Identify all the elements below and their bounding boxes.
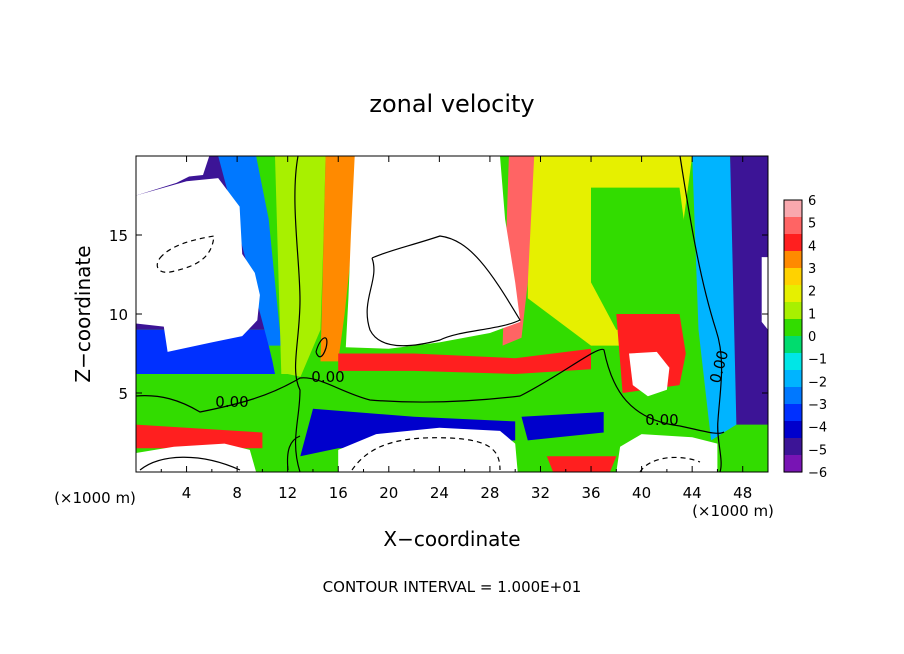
contour-center-loop <box>366 235 521 347</box>
contour-label-0: 0.00 <box>215 393 248 411</box>
colorbar-swatch-10 <box>784 370 802 388</box>
colorbar-swatch-1 <box>784 217 802 235</box>
contour-dashed-bottom-center <box>351 437 501 471</box>
colorbar-swatch-6 <box>784 302 802 320</box>
colorbar <box>783 199 803 473</box>
x-tick-label-11: 48 <box>733 484 752 502</box>
colorbar-label-6: 0 <box>808 330 816 345</box>
contour-layer: 0.000.000.000.00 <box>136 156 732 472</box>
colorbar-label-0: 6 <box>808 194 816 209</box>
contour-small-loop <box>315 337 328 358</box>
colorbar-frame <box>783 199 803 473</box>
plot-area: 0.000.000.000.00 <box>136 156 768 472</box>
colorbar-swatch-7 <box>784 319 802 337</box>
y-tick-label-2: 15 <box>109 227 128 245</box>
region-far-right-blue <box>730 156 768 425</box>
blank-bottom-right-gap <box>616 434 718 472</box>
y-tick-label-1: 10 <box>109 306 128 324</box>
contour-bottom-left-2 <box>286 435 301 471</box>
colorbar-swatch-4 <box>784 268 802 286</box>
blank-layer <box>136 156 768 472</box>
colorbar-swatch-11 <box>784 387 802 405</box>
region-mid-band <box>275 156 326 378</box>
blank-far-right-gap <box>761 257 768 330</box>
contour-bottom-left <box>139 456 241 471</box>
colorbar-labels: 6 5 4 3 2 1 0 −1 −2 −3 −4 −5 −6 <box>808 194 827 481</box>
region-bottom-right-red <box>546 456 617 472</box>
contour-zero-left <box>294 156 301 472</box>
x-tick-label-10: 44 <box>683 484 702 502</box>
x-ticks: 4 8 12 16 20 24 28 32 36 40 44 48 <box>160 156 752 502</box>
colorbar-label-10: −4 <box>808 421 827 436</box>
x-tick-label-3: 16 <box>329 484 348 502</box>
region-far-right-cyan <box>692 156 737 441</box>
region-right-green <box>591 187 693 330</box>
colorbar-swatch-12 <box>784 404 802 422</box>
x-unit-left: (×1000 m) <box>54 489 136 507</box>
colorbar-swatch-3 <box>784 251 802 269</box>
chart-title: zonal velocity <box>369 90 534 118</box>
colorbar-swatch-0 <box>784 200 802 218</box>
colorbar-swatch-8 <box>784 336 802 354</box>
x-unit-right: (×1000 m) <box>692 502 774 520</box>
colorbar-label-8: −2 <box>808 375 827 390</box>
colorbar-label-11: −5 <box>808 443 827 458</box>
region-orange-column <box>320 156 358 362</box>
x-tick-label-6: 28 <box>480 484 499 502</box>
x-tick-label-2: 12 <box>278 484 297 502</box>
colorbar-label-4: 2 <box>808 285 816 300</box>
region-left-band <box>136 374 339 409</box>
x-tick-label-1: 8 <box>232 484 242 502</box>
colorbar-label-3: 3 <box>808 262 816 277</box>
colorbar-swatch-15 <box>784 455 802 473</box>
contour-interval-footer: CONTOUR INTERVAL = 1.000E+01 <box>323 578 582 596</box>
y-ticks: 5 10 15 <box>109 227 768 403</box>
y-tick-label-0: 5 <box>118 385 128 403</box>
x-tick-label-7: 32 <box>531 484 550 502</box>
contour-label-1: 0.00 <box>311 368 344 386</box>
x-tick-label-4: 20 <box>379 484 398 502</box>
blank-left-gap <box>136 178 260 352</box>
colorbar-label-5: 1 <box>808 307 816 322</box>
contour-dashed-bottom-right <box>639 456 701 472</box>
region-left-bottom-red <box>136 424 263 449</box>
x-tick-label-9: 40 <box>632 484 651 502</box>
x-tick-label-8: 36 <box>581 484 600 502</box>
contour-dashed-upper-left <box>156 235 215 273</box>
blank-top-left-gap <box>136 156 210 196</box>
colorbar-swatch-2 <box>784 234 802 252</box>
region-center-ribbon <box>338 348 591 374</box>
x-tick-label-0: 4 <box>182 484 192 502</box>
colorbar-swatch-14 <box>784 438 802 456</box>
x-axis-label: X−coordinate <box>383 527 520 551</box>
region-bottom-right-blue <box>521 412 604 441</box>
contour-zero-main <box>136 348 725 434</box>
contour-label-2: 0.00 <box>645 411 678 429</box>
blank-center-gap <box>345 156 521 349</box>
blank-right-hole <box>629 351 670 397</box>
colorbar-label-1: 5 <box>808 217 816 232</box>
colorbar-label-12: −6 <box>808 466 827 481</box>
colorbar-label-2: 4 <box>808 239 816 254</box>
colorbar-label-7: −1 <box>808 353 827 368</box>
colorbar-swatch-9 <box>784 353 802 371</box>
x-tick-label-5: 24 <box>430 484 449 502</box>
colorbar-label-9: −3 <box>808 398 827 413</box>
y-axis-label: Z−coordinate <box>71 245 95 382</box>
contour-zero-right <box>679 156 723 472</box>
colorbar-swatch-5 <box>784 285 802 303</box>
colorbar-swatch-13 <box>784 421 802 439</box>
blank-bottom-center-gap <box>338 427 518 472</box>
